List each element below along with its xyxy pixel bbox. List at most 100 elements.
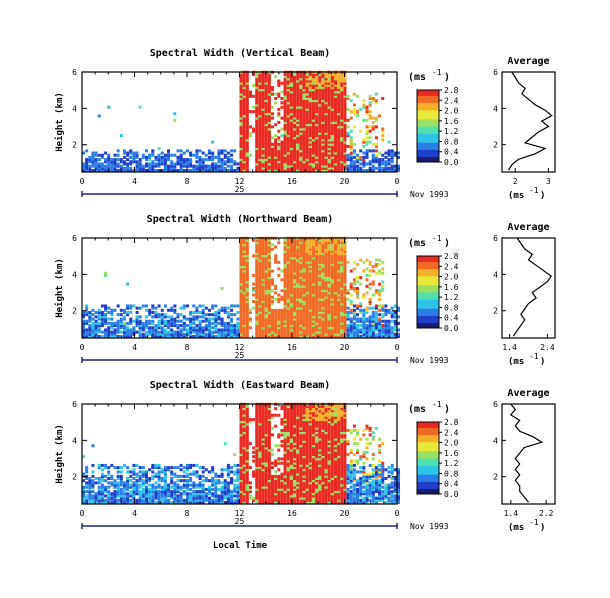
- heatmap-cell: [258, 116, 262, 120]
- heatmap-cell: [318, 254, 322, 258]
- heatmap-cell: [334, 249, 337, 253]
- heatmap-cell: [258, 73, 262, 76]
- heatmap-cell: [340, 335, 344, 338]
- heatmap-cell: [100, 162, 104, 166]
- heatmap-cell: [293, 158, 297, 162]
- heatmap-cell: [315, 254, 319, 258]
- heatmap-cell: [343, 155, 347, 159]
- heatmap-cell: [138, 496, 142, 500]
- heatmap-cell: [264, 86, 268, 90]
- heatmap-cell: [145, 479, 148, 483]
- heatmap-cell: [100, 317, 104, 321]
- heatmap-cell: [289, 265, 293, 269]
- heatmap-cell: [321, 162, 325, 166]
- heatmap-cell: [239, 88, 243, 92]
- heatmap-cell: [321, 105, 325, 109]
- heatmap-cell: [321, 127, 325, 131]
- panels: Spectral Width (Vertical Beam)0 4 8 12 16 20 0…: [54, 47, 556, 533]
- heatmap-cell: [340, 241, 344, 245]
- heatmap-cell: [311, 328, 315, 332]
- heatmap-cell: [277, 79, 281, 83]
- heatmap-cell: [293, 265, 297, 269]
- heatmap-cell: [330, 99, 334, 103]
- heatmap-cell: [179, 498, 183, 502]
- heatmap-cell: [305, 81, 309, 85]
- heatmap-cell: [264, 282, 268, 286]
- heatmap-cell: [277, 158, 281, 162]
- heatmap-cell: [334, 276, 337, 280]
- heatmap-cell: [324, 112, 328, 116]
- heatmap-cell: [311, 239, 315, 242]
- heatmap-cell: [239, 140, 243, 144]
- heatmap-cell: [261, 247, 265, 251]
- heatmap-cell: [239, 116, 243, 120]
- heatmap-cell: [308, 321, 312, 325]
- heatmap-cell: [160, 494, 164, 498]
- heatmap-cell: [299, 145, 303, 148]
- heatmap-cell: [211, 468, 215, 472]
- heatmap-cell: [132, 326, 136, 330]
- heatmap-cell: [94, 153, 98, 157]
- heatmap-cell: [283, 81, 287, 85]
- heatmap-cell: [261, 73, 265, 76]
- heatmap-cell: [371, 328, 375, 332]
- heatmap-cell: [122, 492, 126, 496]
- heatmap-cell: [248, 131, 252, 135]
- heatmap-cell: [308, 241, 312, 245]
- heatmap-cell: [330, 77, 334, 81]
- heatmap-cell: [242, 302, 246, 306]
- colorbar-unit-close: ): [444, 72, 450, 83]
- heatmap-cell: [264, 92, 268, 96]
- heatmap-cell: [337, 295, 341, 299]
- heatmap-cell: [252, 293, 256, 297]
- heatmap-cell: [390, 313, 394, 317]
- heatmap-cell: [334, 300, 337, 304]
- heatmap-cell: [230, 308, 234, 312]
- heatmap-cell: [305, 160, 309, 164]
- heatmap-cell: [116, 494, 120, 498]
- heatmap-cell: [252, 287, 256, 290]
- heatmap-cell: [132, 470, 136, 474]
- heatmap-cell: [277, 153, 281, 157]
- heatmap-cell: [315, 241, 319, 245]
- heatmap-cell: [91, 494, 95, 498]
- heatmap-cell: [330, 311, 334, 314]
- heatmap-cell: [343, 145, 347, 148]
- heatmap-cell: [182, 328, 186, 332]
- heatmap-cell: [223, 306, 227, 310]
- heatmap-cell: [176, 496, 180, 500]
- heatmap-cell: [239, 330, 243, 334]
- heatmap-cell: [195, 166, 199, 170]
- heatmap-cell: [308, 97, 312, 100]
- heatmap-cell: [239, 142, 243, 146]
- heatmap-cell: [160, 492, 164, 496]
- heatmap-cell: [242, 79, 246, 83]
- heatmap-cell: [264, 258, 268, 262]
- heatmap-cell: [113, 328, 117, 332]
- heatmap-cell: [255, 107, 259, 111]
- heatmap-cell: [264, 313, 268, 317]
- heatmap-cell: [167, 492, 171, 496]
- heatmap-cell: [100, 490, 104, 494]
- heatmap-cell: [248, 134, 252, 138]
- heatmap-cell: [283, 86, 287, 90]
- heatmap-cell: [327, 118, 331, 122]
- colorbar-frame: [416, 89, 440, 163]
- heatmap-cell: [258, 94, 262, 98]
- heatmap-cell: [245, 158, 249, 162]
- heatmap-cell: [255, 280, 259, 284]
- heatmap-cell: [138, 160, 142, 164]
- heatmap-cell: [129, 474, 133, 478]
- heatmap-cell: [308, 297, 312, 301]
- heatmap-cell: [154, 313, 158, 317]
- heatmap-cell: [318, 263, 322, 266]
- heatmap-cell: [305, 103, 309, 107]
- heatmap-cell: [362, 105, 366, 109]
- heatmap-cell: [330, 269, 334, 273]
- heatmap-cell: [384, 311, 388, 314]
- colorbar-tick-label: 0.0: [444, 158, 459, 167]
- heatmap-cell: [192, 485, 196, 489]
- heatmap-cell: [311, 315, 315, 319]
- heatmap-cell: [239, 125, 243, 129]
- heatmap-cell: [311, 311, 315, 314]
